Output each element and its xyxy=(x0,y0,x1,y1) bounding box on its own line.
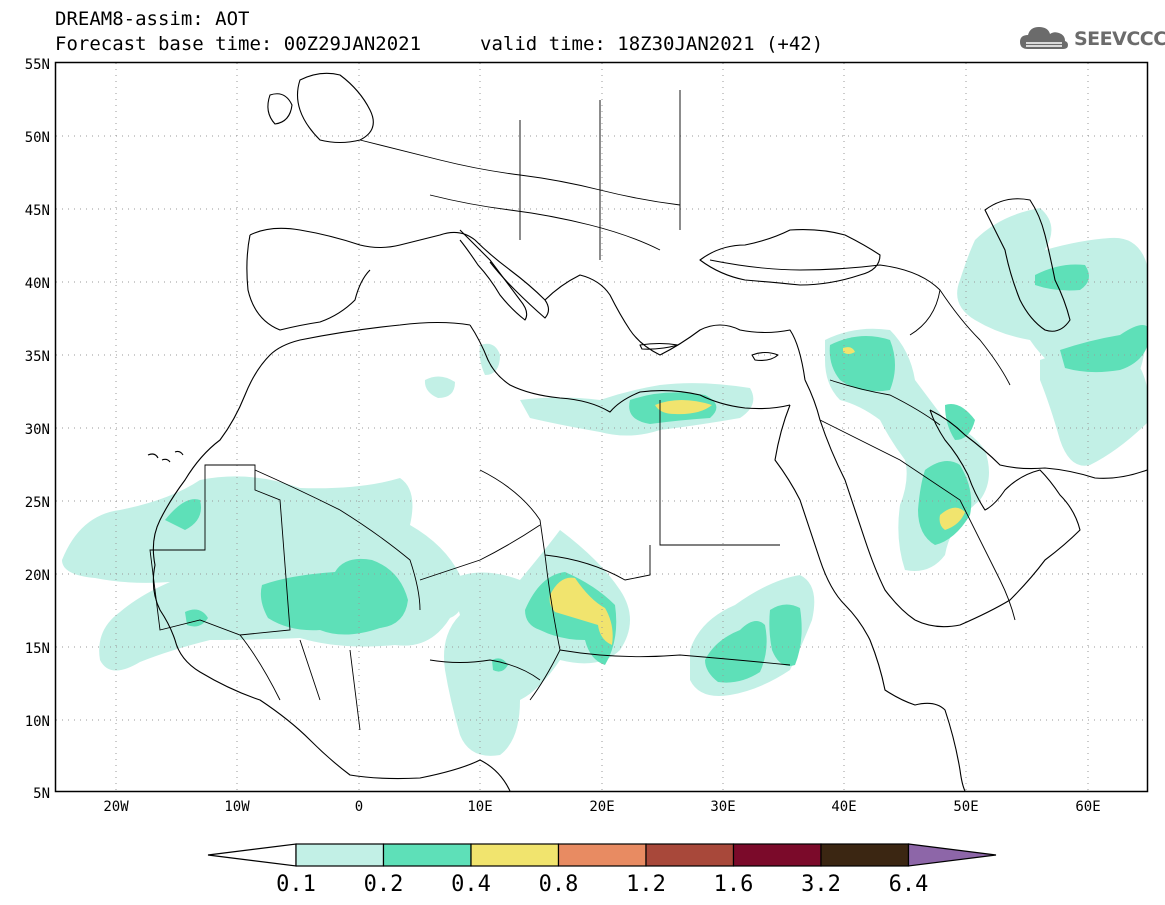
colorbar-label: 1.2 xyxy=(626,872,666,897)
coast-red-sea-west xyxy=(774,404,966,791)
forecast-base-time: Forecast base time: 00Z29JAN2021 xyxy=(55,33,422,55)
lon-label: 30E xyxy=(710,799,735,815)
colorbar-swatch xyxy=(470,843,560,867)
coast-cyprus xyxy=(751,351,779,361)
valid-time: valid time: 18Z30JAN2021 (+42) xyxy=(480,33,824,55)
coast-europe xyxy=(249,227,806,381)
lon-label: 40E xyxy=(831,799,856,815)
border-saudi xyxy=(819,419,1016,621)
colorbar-under-arrow xyxy=(207,843,297,867)
map-frame xyxy=(54,61,1149,793)
aot-area-algeria-spot xyxy=(424,376,455,398)
lat-label: 10N xyxy=(25,714,50,730)
aot-area-iran-gulf xyxy=(1040,348,1147,466)
lon-label: 20W xyxy=(103,799,129,815)
border-west-africa xyxy=(239,634,361,731)
lat-label: 35N xyxy=(25,349,50,365)
coast-africa-west xyxy=(152,321,511,791)
longitude-labels: 20W 10W 0 10E 20E 30E 40E 50E 60E xyxy=(103,799,1100,815)
aot-high-iraq xyxy=(843,347,855,354)
aot-high-arabia xyxy=(939,507,965,530)
colorbar-swatch xyxy=(295,843,385,867)
colorbar-swatch xyxy=(732,843,822,867)
border-sudan-south xyxy=(559,649,791,666)
colorbar-over-arrow xyxy=(907,843,997,867)
aot-mid-chad xyxy=(525,572,617,665)
border-algeria-mali xyxy=(254,469,421,611)
coast-crete xyxy=(639,342,679,350)
border-iran-west xyxy=(939,289,1011,386)
border-europe-2 xyxy=(429,194,661,251)
lon-label: 0 xyxy=(355,799,363,815)
border-chad-sudan xyxy=(529,554,561,701)
coast-black-sea xyxy=(699,229,881,286)
lat-label: 55N xyxy=(25,57,50,73)
coast-red-sea-east xyxy=(804,379,916,621)
colorbar-label: 0.8 xyxy=(539,872,579,897)
lon-label: 10E xyxy=(467,799,492,815)
colorbar-label: 6.4 xyxy=(889,872,929,897)
latitude-labels: 55N 50N 45N 40N 35N 30N 25N 20N 15N 10N … xyxy=(25,57,50,802)
borders xyxy=(149,90,1016,731)
coast-africa-north xyxy=(469,324,791,413)
colorbar-swatch xyxy=(820,843,910,867)
coast-iran xyxy=(929,409,1147,479)
graticule xyxy=(56,63,1147,791)
aot-area-west-sahara xyxy=(62,476,464,671)
lon-label: 10W xyxy=(224,799,250,815)
lat-label: 50N xyxy=(25,130,50,146)
colorbar-label: 3.2 xyxy=(801,872,841,897)
aot-high-libya xyxy=(655,400,712,415)
cloud-icon xyxy=(1020,27,1068,49)
colorbar-label: 1.6 xyxy=(714,872,754,897)
border-turkey xyxy=(709,259,941,336)
coastlines xyxy=(147,72,1147,791)
aot-mid-niger-spot xyxy=(492,658,508,672)
lat-label: 45N xyxy=(25,203,50,219)
coast-ireland xyxy=(267,93,293,125)
lon-label: 50E xyxy=(953,799,978,815)
colorbar-label: 0.1 xyxy=(276,872,316,897)
coast-caspian xyxy=(984,198,1071,332)
lat-label: 20N xyxy=(25,568,50,584)
colorbar-swatch xyxy=(382,843,472,867)
lat-label: 15N xyxy=(25,641,50,657)
coast-italy xyxy=(459,229,528,321)
aot-mid-iran xyxy=(1060,325,1147,373)
aot-area-caspian xyxy=(957,208,1147,382)
aot-high-chad xyxy=(549,577,613,645)
lon-label: 20E xyxy=(589,799,614,815)
border-iraq xyxy=(829,379,941,426)
coast-arabia-east xyxy=(914,409,1081,628)
colorbar xyxy=(207,843,997,867)
colorbar-swatch xyxy=(557,843,647,867)
border-niger xyxy=(419,524,541,581)
coast-spain xyxy=(246,234,371,331)
border-europe-3 xyxy=(519,90,681,260)
lon-label: 60E xyxy=(1075,799,1100,815)
coast-canary xyxy=(147,450,184,463)
aot-mid-west-sahara xyxy=(260,558,408,635)
border-nigeria xyxy=(429,659,541,681)
lat-label: 5N xyxy=(33,786,50,802)
map-title: DREAM8-assim: AOT xyxy=(55,8,250,30)
colorbar-label: 0.4 xyxy=(451,872,491,897)
aot-mid-ethiopia xyxy=(769,604,802,666)
seevccc-logo: SEEVCCC xyxy=(1018,22,1165,56)
border-libya-egypt xyxy=(659,400,780,546)
aot-mid-morocco-coast xyxy=(165,499,201,530)
lat-label: 30N xyxy=(25,422,50,438)
colorbar-swatch xyxy=(645,843,735,867)
colorbar-label: 0.2 xyxy=(364,872,404,897)
aot-mid-arabia xyxy=(918,461,972,545)
logo-text: SEEVCCC xyxy=(1074,28,1165,50)
lat-label: 40N xyxy=(25,276,50,292)
aot-mid-gulf xyxy=(945,404,975,440)
aot-mid-caspian xyxy=(1035,264,1089,291)
coast-uk xyxy=(296,72,374,144)
lat-label: 25N xyxy=(25,495,50,511)
colorbar-labels: 0.1 0.2 0.4 0.8 1.2 1.6 3.2 6.4 xyxy=(276,872,928,897)
aot-mid-sudan-east xyxy=(705,621,767,683)
